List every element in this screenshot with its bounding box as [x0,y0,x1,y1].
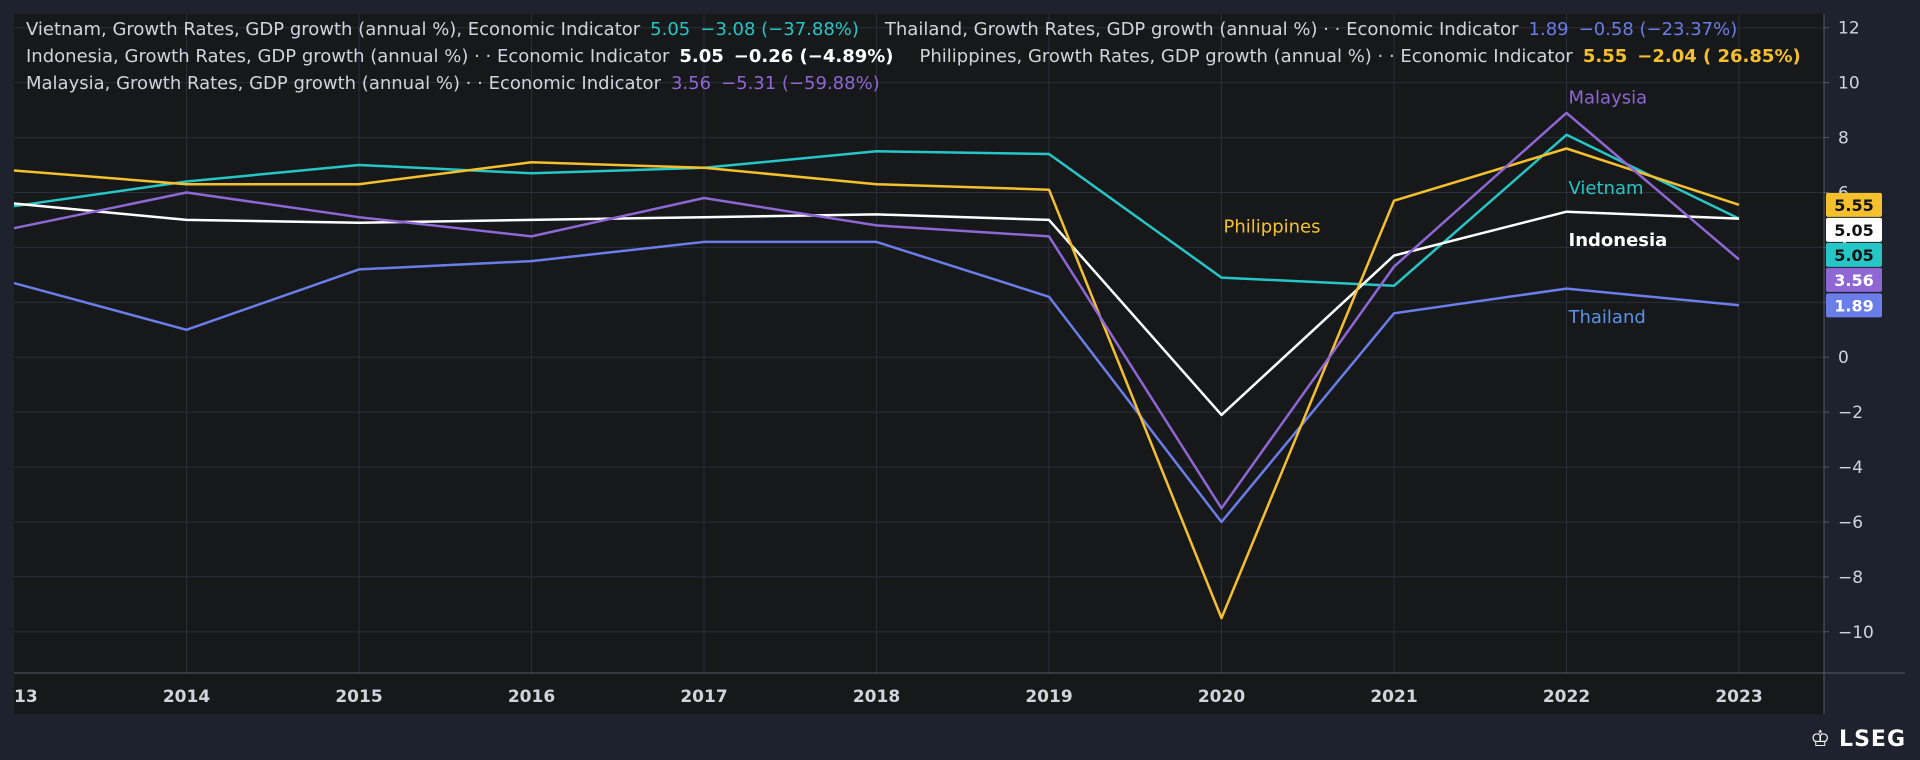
legend-item[interactable]: Philippines, Growth Rates, GDP growth (a… [920,46,1801,67]
x-tick-label: 2020 [1198,687,1245,707]
x-tick-label: 2014 [163,687,210,707]
x-tick-label: 2015 [335,687,382,707]
badge-text: 5.05 [1834,246,1873,265]
y-tick-label: 10 [1838,74,1860,94]
series-line-vietnam [13,133,1740,288]
y-tick-label: −10 [1838,623,1874,643]
last-value-badge-thailand: 1.89 [1826,293,1882,318]
legend-title: Vietnam, Growth Rates, GDP growth (annua… [26,19,641,40]
x-tick-label: 2017 [680,687,727,707]
y-tick-label: −4 [1838,458,1863,478]
legend-title: Malaysia, Growth Rates, GDP growth (annu… [26,73,661,94]
badge-text: 1.89 [1834,296,1873,315]
x-tick-label: 2022 [1543,687,1590,707]
legend-title: Indonesia, Growth Rates, GDP growth (ann… [26,46,670,67]
logo-text: LSEG [1839,727,1906,752]
legend-change: −5.31 (−59.88%) [721,73,880,94]
y-tick-label: −6 [1838,513,1863,533]
y-tick-label: 8 [1838,129,1849,149]
lseg-logo: ♔ LSEG [1810,727,1906,752]
series-line-malaysia [13,111,1740,510]
legend-change: −2.04 ( 26.85%) [1637,46,1801,67]
chart-legend: Vietnam, Growth Rates, GDP growth (annua… [26,16,1827,97]
series-line-indonesia [13,202,1740,417]
series-lines [13,111,1740,620]
badge-text: 3.56 [1834,271,1873,290]
y-tick-label: −8 [1838,568,1863,588]
badge-bg [1826,242,1882,267]
series-label-philippines: Philippines [1224,216,1321,237]
legend-value: 5.05 [679,46,724,67]
y-axis-ticks: 121086420−2−4−6−8−10 [1824,19,1874,643]
legend-change: −3.08 (−37.88%) [700,19,859,40]
badge-text: 5.05 [1834,221,1873,240]
last-value-badge-vietnam: 5.05 [1826,242,1882,267]
x-tick-label: 2021 [1370,687,1417,707]
series-line-philippines [13,147,1740,620]
legend-item[interactable]: Malaysia, Growth Rates, GDP growth (annu… [26,73,880,94]
lseg-crest-icon: ♔ [1810,727,1832,752]
series-label-indonesia: Indonesia [1569,230,1668,251]
x-tick-label: 2018 [853,687,900,707]
legend-value: 5.55 [1582,46,1628,67]
last-value-badge-philippines: 5.55 [1826,192,1882,217]
x-tick-label: 2016 [508,687,555,707]
grid-lines [14,14,1824,673]
legend-row: Vietnam, Growth Rates, GDP growth (annua… [26,16,1827,43]
legend-value: 1.89 [1528,19,1569,40]
series-line-thailand [13,240,1740,524]
legend-value: 5.05 [650,19,691,40]
legend-title: Thailand, Growth Rates, GDP growth (annu… [884,19,1519,40]
badge-bg [1826,217,1882,242]
y-tick-label: 0 [1838,348,1849,368]
x-axis-ticks: 13 2014 2015 2016 2017 2018 2019 2020 2021 2022 20… [14,687,1763,707]
x-tick-label: 2019 [1025,687,1072,707]
series-labels: Malaysia Vietnam Philippines Indonesia Thail… [1224,87,1668,328]
y-tick-label: 12 [1838,19,1860,39]
y-tick-label: −2 [1838,403,1863,423]
badge-bg [1826,293,1882,318]
legend-change: −0.58 (−23.37%) [1578,19,1738,40]
legend-value: 3.56 [670,73,712,94]
legend-item[interactable]: Thailand, Growth Rates, GDP growth (annu… [885,19,1737,40]
badge-bg [1826,267,1882,292]
badge-bg [1826,192,1882,217]
legend-title: Philippines, Growth Rates, GDP growth (a… [919,46,1573,67]
legend-item[interactable]: Vietnam, Growth Rates, GDP growth (annua… [26,19,859,40]
last-value-badge-indonesia: 5.05 [1826,217,1882,242]
plot-area-bg [14,14,1824,714]
legend-row: Indonesia, Growth Rates, GDP growth (ann… [26,43,1827,70]
last-value-badge-malaysia: 3.56 [1826,267,1882,292]
series-label-thailand: Thailand [1568,307,1646,328]
badge-text: 5.55 [1834,196,1873,215]
x-tick-label: 2023 [1715,687,1762,707]
series-label-vietnam: Vietnam [1569,178,1644,199]
last-value-badges: 5.55 5.05 5.05 3.56 1.89 [1826,192,1882,318]
legend-item[interactable]: Indonesia, Growth Rates, GDP growth (ann… [26,46,894,67]
legend-row: Malaysia, Growth Rates, GDP growth (annu… [26,70,1827,97]
series-label-malaysia: Malaysia [1569,87,1648,108]
legend-change: −0.26 (−4.89%) [733,46,894,67]
x-tick-label: 13 [14,687,38,707]
